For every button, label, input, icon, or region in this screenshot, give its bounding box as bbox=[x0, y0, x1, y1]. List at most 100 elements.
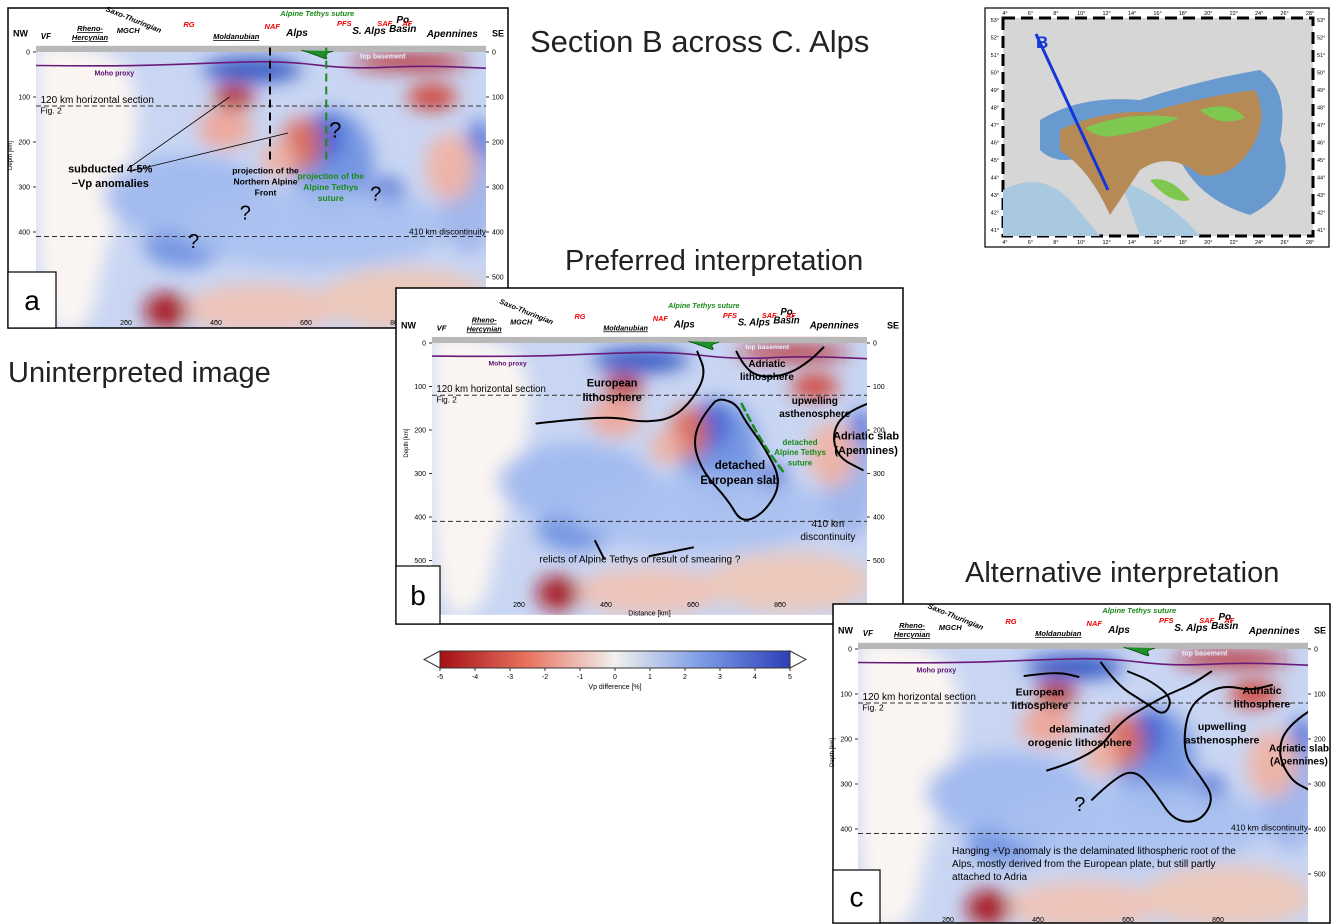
annotation: asthenosphere bbox=[1185, 735, 1260, 747]
distance-tick-label: 800 bbox=[774, 602, 786, 609]
section-top-label: NAF bbox=[1087, 619, 1103, 628]
annotation: projection of the bbox=[232, 166, 299, 176]
latitude-label: 52° bbox=[991, 36, 999, 42]
pale-region bbox=[858, 642, 960, 923]
annotation: projection of the bbox=[297, 171, 364, 181]
velocity-anomaly bbox=[198, 108, 252, 149]
depth-tick-label: 100 bbox=[840, 692, 852, 699]
section-top-label: VF bbox=[41, 32, 52, 41]
longitude-label: 4° bbox=[1002, 240, 1007, 246]
velocity-anomaly bbox=[536, 575, 580, 611]
section-top-label: RG bbox=[183, 20, 194, 29]
section-top-label: Alpine Tethys suture bbox=[667, 301, 739, 310]
se-label: SE bbox=[887, 321, 899, 331]
velocity-anomaly bbox=[1141, 865, 1308, 923]
longitude-label: 16° bbox=[1153, 11, 1161, 17]
interpretation-line bbox=[740, 402, 787, 476]
longitude-label: 26° bbox=[1280, 11, 1288, 17]
section-top-label: SAF bbox=[377, 19, 392, 28]
panel-letter-box bbox=[7, 271, 57, 329]
depth-tick-label: 200 bbox=[873, 428, 885, 435]
depth-tick-label: 300 bbox=[492, 185, 504, 192]
depth-tick-label: 500 bbox=[1314, 872, 1326, 879]
section-top-label: Hercynian bbox=[467, 324, 503, 333]
sea bbox=[1003, 180, 1200, 236]
colorbar-tick-label: 4 bbox=[753, 674, 757, 681]
depth-tick-label: 400 bbox=[1314, 827, 1326, 834]
annotation: European bbox=[1016, 686, 1064, 698]
annotation: ? bbox=[188, 231, 199, 253]
fig-ref-label: Fig. 2 bbox=[436, 396, 457, 405]
section-top-label: SAF bbox=[762, 311, 777, 320]
depth-tick-label: 0 bbox=[1314, 647, 1318, 654]
annotation: suture bbox=[788, 459, 813, 468]
longitude-label: 12° bbox=[1103, 240, 1111, 246]
colorbar-tick-label: -4 bbox=[472, 674, 478, 681]
section-top-label: RG bbox=[574, 312, 585, 321]
horizontal-section-label: 120 km horizontal section bbox=[863, 692, 976, 703]
horizontal-section-label: 120 km horizontal section bbox=[436, 384, 545, 395]
interpretation-line bbox=[735, 346, 825, 378]
colorbar-tick-label: 2 bbox=[683, 674, 687, 681]
depth-tick-label: 100 bbox=[873, 384, 885, 391]
colorbar-ramp bbox=[439, 650, 791, 669]
longitude-label: 20° bbox=[1204, 240, 1212, 246]
section-top-label: Rheno- bbox=[77, 24, 103, 33]
section-top-label: S. Alps bbox=[738, 318, 771, 329]
annotation: suture bbox=[318, 193, 344, 203]
annotation: discontinuity bbox=[800, 532, 855, 543]
section-top-label: Moldanubian bbox=[1035, 629, 1082, 638]
annotation: Northern Alpine bbox=[234, 177, 298, 187]
longitude-label: 14° bbox=[1128, 11, 1136, 17]
velocity-anomaly bbox=[790, 373, 839, 400]
section-top-label: S. Alps bbox=[1174, 623, 1208, 634]
section-top-label: Basin bbox=[389, 24, 416, 35]
depth-tick-label: 200 bbox=[18, 140, 30, 147]
depth-tick-label: 300 bbox=[873, 471, 885, 478]
annotation: lithosphere bbox=[1234, 699, 1291, 711]
interpretation-line bbox=[594, 539, 605, 560]
section-top-label: Rheno- bbox=[472, 316, 498, 325]
velocity-anomaly bbox=[575, 567, 724, 615]
nw-label: NW bbox=[838, 626, 853, 636]
anomaly-blobs bbox=[858, 642, 1308, 923]
section-top-label: Moldanubian bbox=[213, 32, 260, 41]
depth-axis-label: Depth [km] bbox=[404, 428, 410, 457]
figure-title: Section B across C. Alps bbox=[530, 24, 869, 59]
colorbar: -5 -4 -3 -2 -1 0 1 2 3 4 5 Vp difference [%] bbox=[422, 650, 808, 691]
colorbar-tick-label: 1 bbox=[648, 674, 652, 681]
longitude-label: 8° bbox=[1053, 240, 1058, 246]
annotation: delaminated bbox=[1049, 723, 1110, 735]
annotation: Alpine Tethys bbox=[774, 448, 826, 457]
distance-tick-label: 200 bbox=[120, 320, 132, 327]
annotation: attached to Adria bbox=[952, 872, 1027, 883]
depth-tick-label: 0 bbox=[873, 341, 877, 348]
interpretation-line bbox=[1023, 672, 1080, 678]
annotation: (Apennines) bbox=[1270, 757, 1328, 768]
longitude-label: 14° bbox=[1128, 240, 1136, 246]
section-top-label: Po bbox=[396, 15, 409, 26]
colorbar-label: Vp difference [%] bbox=[588, 684, 641, 691]
longitude-label: 24° bbox=[1255, 240, 1263, 246]
panel-border bbox=[395, 287, 904, 625]
pointer bbox=[130, 96, 230, 168]
topography-bar bbox=[432, 336, 867, 343]
latitude-label: 42° bbox=[991, 211, 999, 217]
longitude-label: 6° bbox=[1028, 11, 1033, 17]
section-top-label: MGCH bbox=[939, 623, 962, 632]
latitude-label: 46° bbox=[991, 141, 999, 147]
horizontal-section-label: 120 km horizontal section bbox=[41, 95, 154, 106]
depth-tick-label: 300 bbox=[1314, 782, 1326, 789]
section-top-label: Alpine Tethys suture bbox=[1101, 606, 1176, 615]
annotation: Adriatic bbox=[748, 359, 786, 370]
annotation: 410 km discontinuity bbox=[1231, 822, 1309, 832]
colorbar-tick-label: -3 bbox=[507, 674, 513, 681]
section-top-label: Hercynian bbox=[72, 33, 109, 42]
section-top-label: MGCH bbox=[117, 26, 140, 35]
panel-border bbox=[832, 603, 1331, 924]
section-top-label: Apennines bbox=[1248, 626, 1301, 637]
annotation: 410 km discontinuity bbox=[409, 226, 487, 236]
velocity-anomaly bbox=[706, 551, 867, 613]
annotation: upwelling bbox=[792, 396, 838, 407]
